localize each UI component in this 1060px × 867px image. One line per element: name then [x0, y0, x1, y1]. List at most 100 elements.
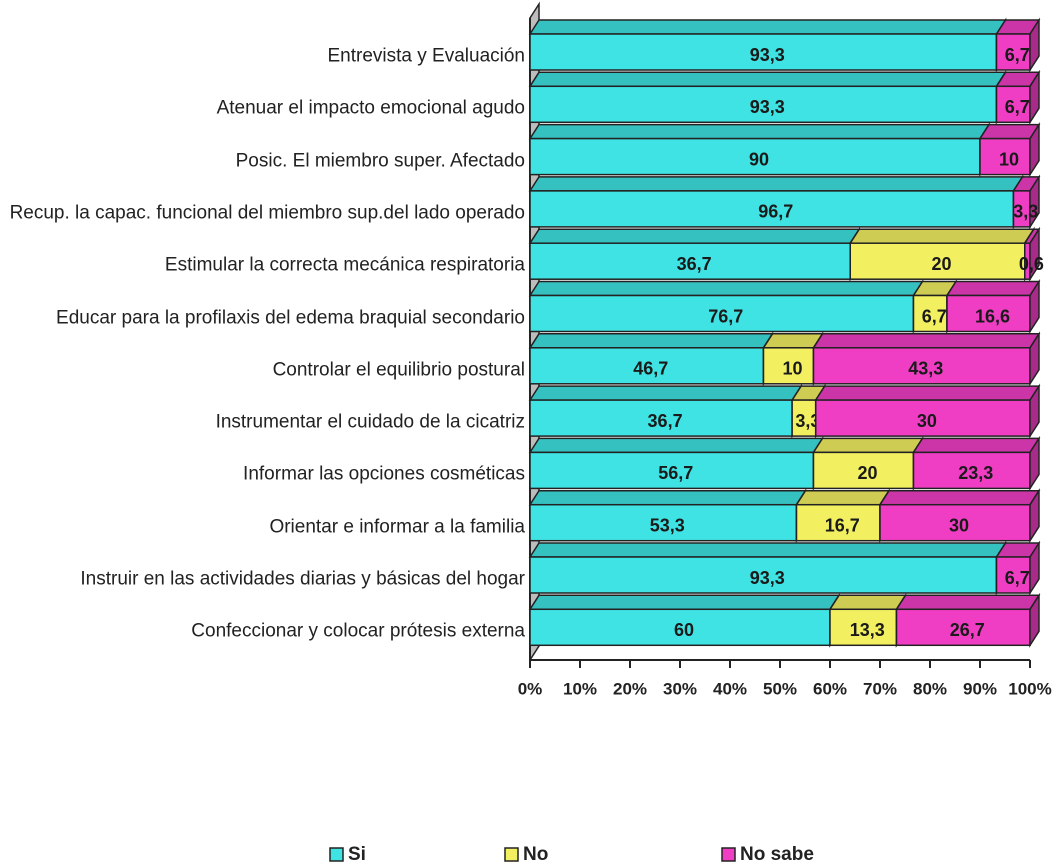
category-label: Instrumentar el cuidado de la cicatriz	[215, 411, 525, 433]
bar-segment	[995, 540, 1041, 596]
bar-top	[848, 228, 1036, 244]
category-label: Entrevista y Evaluación	[327, 45, 526, 67]
x-tick-label: 0%	[518, 679, 543, 698]
bar-side	[1029, 122, 1040, 178]
category-label: Orientar e informar a la familia	[269, 516, 525, 538]
data-label: 56,7	[658, 463, 693, 483]
legend-swatch	[329, 847, 344, 862]
bar-side	[1029, 17, 1040, 73]
bar-top	[762, 333, 824, 349]
bar-side	[1029, 383, 1040, 439]
bar-front	[529, 503, 798, 542]
data-label: 0,6	[1019, 254, 1044, 274]
x-tick-label: 60%	[813, 679, 847, 698]
bar-front	[879, 503, 1031, 542]
data-label: 16,6	[975, 306, 1010, 326]
bar-front	[529, 85, 998, 124]
bar-top	[978, 123, 1041, 140]
bar-front	[529, 556, 998, 594]
data-label: 53,3	[650, 515, 685, 535]
data-label: 3,3	[795, 411, 820, 431]
x-tick-label: 100%	[1008, 679, 1051, 698]
data-label: 36,7	[648, 411, 683, 431]
data-label: 6,7	[1005, 97, 1030, 117]
bar-segment	[995, 69, 1041, 125]
bar-front	[529, 399, 793, 437]
bar-top	[912, 437, 1041, 454]
bar-top	[795, 489, 891, 506]
bar-segment	[1012, 174, 1041, 230]
bar-side	[1029, 226, 1040, 282]
bar-segment	[528, 226, 861, 282]
data-label: 20	[857, 463, 877, 483]
bar-segment	[895, 592, 1041, 648]
bar-side	[1029, 69, 1040, 125]
category-label: Recup. la capac. funcional del miembro s…	[9, 202, 525, 224]
category-label: Controlar el equilibrio postural	[272, 359, 525, 381]
x-tick-label: 80%	[913, 679, 947, 698]
data-label: 60	[674, 620, 694, 640]
data-label: 23,3	[958, 463, 993, 483]
bar-side	[1029, 592, 1040, 648]
category-label: Posic. El miembro super. Afectado	[235, 150, 525, 172]
bar-segment	[528, 69, 1007, 125]
data-label: 30	[949, 515, 969, 535]
bar-side	[1029, 488, 1040, 544]
category-label: Instruir en las actividades diarias y bá…	[80, 568, 525, 590]
bar-front	[912, 451, 1031, 490]
bar-segment	[912, 435, 1041, 491]
category-label: Confeccionar y colocar prótesis externa	[191, 620, 525, 642]
bar-side	[1029, 278, 1040, 335]
x-tick-label: 20%	[613, 679, 647, 698]
bar-top	[528, 280, 924, 297]
bar-front	[529, 608, 831, 647]
data-label: 6,7	[1005, 568, 1030, 588]
bar-front	[529, 347, 765, 385]
data-label: 46,7	[633, 359, 668, 379]
x-tick-label: 70%	[863, 679, 897, 698]
data-label: 13,3	[850, 620, 885, 640]
bar-top	[528, 176, 1024, 192]
bar-front	[849, 242, 1026, 280]
bar-segment	[814, 383, 1041, 439]
bar-front	[814, 399, 1031, 437]
bar-segment	[945, 278, 1041, 335]
data-label: 20	[931, 254, 951, 274]
category-label: Atenuar el impacto emocional agudo	[216, 97, 525, 119]
bar-front	[529, 33, 998, 71]
data-label: 93,3	[750, 568, 785, 588]
bar-top	[528, 71, 1007, 88]
data-label: 30	[917, 411, 937, 431]
bar-front	[829, 608, 898, 647]
bar-side	[1029, 435, 1040, 491]
bar-top	[812, 333, 1041, 349]
x-tick-label: 30%	[663, 679, 697, 698]
bar-top	[528, 123, 991, 140]
bar-top	[528, 594, 841, 611]
data-label: 43,3	[908, 359, 943, 379]
legend-swatch	[721, 847, 736, 862]
bar-top	[528, 542, 1007, 558]
data-label: 16,7	[825, 515, 860, 535]
data-label: 96,7	[758, 202, 793, 222]
bar-front	[529, 294, 915, 333]
legend-label: No	[523, 844, 548, 865]
data-label: 76,7	[708, 306, 743, 326]
x-tick-label: 50%	[763, 679, 797, 698]
bar-segment	[995, 17, 1041, 73]
bar-top	[814, 385, 1041, 401]
bar-top	[812, 437, 924, 454]
bar-top	[528, 19, 1007, 35]
bar-top	[945, 280, 1041, 297]
bar-top	[528, 437, 824, 454]
x-tick-label: 40%	[713, 679, 747, 698]
bar-side	[1029, 174, 1040, 230]
category-label: Estimular la correcta mecánica respirato…	[164, 254, 525, 276]
bar-front	[995, 33, 1031, 71]
bar-segment	[878, 488, 1041, 544]
bar-top	[528, 333, 774, 349]
data-label: 90	[749, 149, 769, 169]
data-label: 93,3	[750, 97, 785, 117]
